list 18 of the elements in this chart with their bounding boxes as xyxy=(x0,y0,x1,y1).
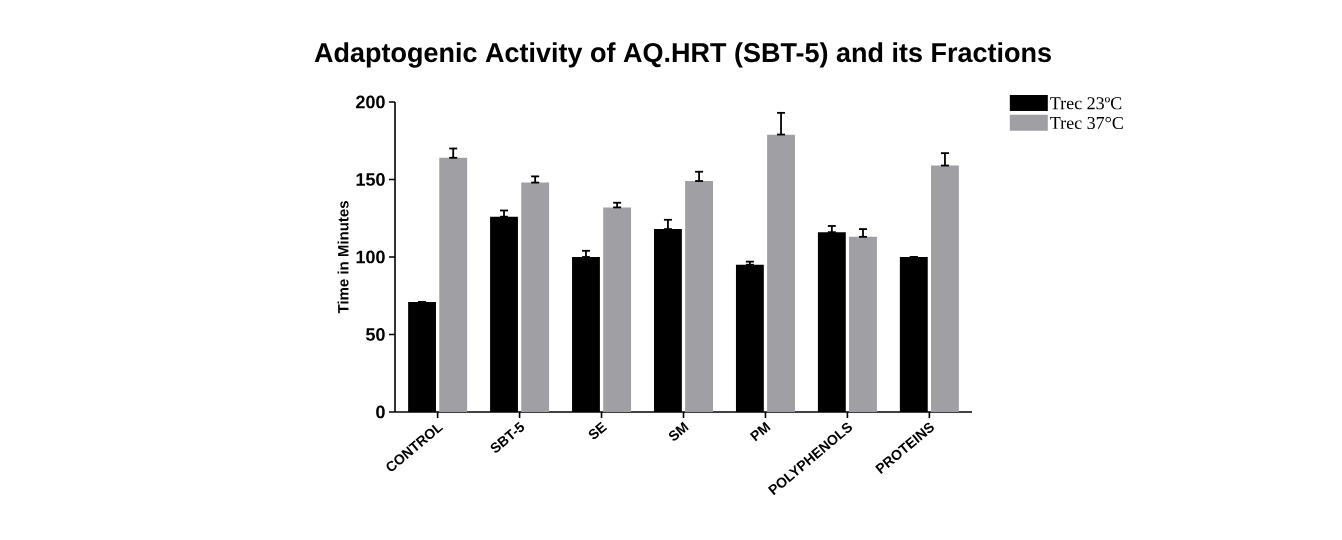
bar xyxy=(439,157,468,412)
legend-label: Trec 23ºC xyxy=(1050,97,1122,110)
y-tick-label: 200 xyxy=(356,95,385,109)
x-tick-label: SM xyxy=(668,421,689,441)
y-axis-title: Time in Minutes xyxy=(337,201,349,314)
bar xyxy=(685,181,714,412)
bar xyxy=(931,165,959,412)
y-tick-label: 0 xyxy=(376,405,385,419)
bar xyxy=(767,134,795,412)
chart-title: Adaptogenic Activity of AQ.HRT (SBT-5) and its Fractions xyxy=(314,42,1051,68)
y-tick-label: 150 xyxy=(356,173,385,186)
bar xyxy=(603,207,632,412)
x-tick-label: SE xyxy=(588,421,608,440)
y-tick-label: 50 xyxy=(366,328,385,341)
bar xyxy=(521,182,550,412)
legend-label: Trec 37°C xyxy=(1050,116,1123,130)
bar xyxy=(849,236,877,412)
y-tick-label: 100 xyxy=(356,250,385,264)
